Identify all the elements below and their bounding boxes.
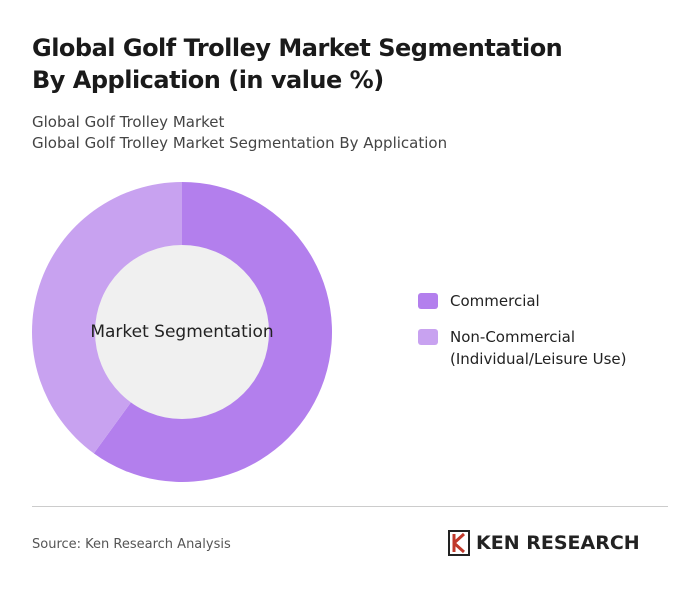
legend-swatch [418,293,438,309]
legend: Commercial Non-Commercial (Individual/Lei… [418,290,658,384]
legend-label: Non-Commercial (Individual/Leisure Use) [450,328,627,368]
source: Source: Ken Research Analysis [32,537,231,552]
legend-label: Commercial [450,292,540,310]
subtitle: Global Golf Trolley Market [32,113,225,131]
chart-title: Global Golf Trolley Market Segmentation … [32,34,563,94]
logo: KEN RESEARCH [448,530,640,556]
legend-item: Non-Commercial (Individual/Leisure Use) [418,326,658,370]
subtitle: Global Golf Trolley Market Segmentation … [32,134,448,152]
logo-icon [448,530,470,556]
donut-hole [95,245,269,419]
legend-swatch [418,329,438,345]
chart: Market Segmentation [32,182,332,482]
legend-item: Commercial [418,290,658,312]
divider [32,506,668,507]
center-label: Market Segmentation [90,322,273,342]
logo-text: KEN RESEARCH [476,532,640,554]
